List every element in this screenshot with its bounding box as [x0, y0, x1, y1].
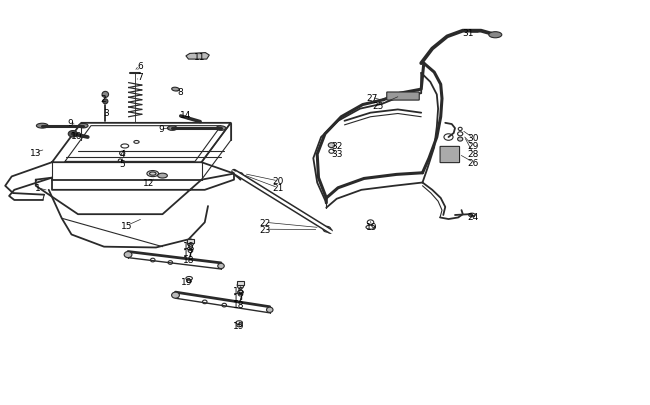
- Text: 3: 3: [103, 109, 109, 118]
- Ellipse shape: [187, 239, 194, 247]
- Text: 29: 29: [467, 142, 479, 151]
- Ellipse shape: [36, 124, 48, 129]
- Ellipse shape: [237, 282, 244, 289]
- Text: 5: 5: [120, 160, 125, 168]
- Ellipse shape: [102, 92, 109, 98]
- Ellipse shape: [147, 171, 159, 177]
- Ellipse shape: [489, 32, 502, 39]
- Text: 9: 9: [159, 125, 164, 134]
- Bar: [187, 239, 194, 243]
- Ellipse shape: [458, 138, 463, 142]
- Ellipse shape: [124, 252, 132, 258]
- Ellipse shape: [78, 124, 88, 129]
- Text: 24: 24: [467, 212, 479, 221]
- Ellipse shape: [326, 229, 330, 232]
- Text: 9: 9: [68, 119, 73, 128]
- Text: 10: 10: [71, 131, 83, 140]
- Text: 8: 8: [178, 87, 183, 96]
- Text: 19: 19: [233, 322, 245, 330]
- Text: 4: 4: [120, 149, 125, 158]
- Text: 27: 27: [366, 94, 378, 102]
- Text: 17: 17: [233, 293, 245, 302]
- Text: 20: 20: [272, 177, 284, 186]
- Text: 17: 17: [183, 249, 194, 258]
- Ellipse shape: [68, 131, 77, 138]
- Ellipse shape: [218, 264, 224, 269]
- Text: 7: 7: [137, 73, 142, 82]
- Text: 26: 26: [467, 158, 479, 167]
- Text: 2: 2: [100, 95, 105, 104]
- FancyBboxPatch shape: [440, 147, 460, 163]
- FancyBboxPatch shape: [387, 93, 419, 101]
- Text: 31: 31: [462, 29, 474, 38]
- Text: 15: 15: [121, 222, 133, 230]
- Bar: [237, 281, 244, 286]
- Text: 13: 13: [30, 148, 42, 157]
- Text: 19: 19: [366, 222, 378, 231]
- Text: 28: 28: [467, 149, 479, 158]
- Text: 11: 11: [194, 53, 205, 62]
- Text: 32: 32: [331, 142, 343, 151]
- Text: 18: 18: [233, 300, 245, 309]
- Text: 25: 25: [372, 102, 384, 111]
- Text: 22: 22: [259, 218, 271, 227]
- Text: 14: 14: [179, 111, 191, 120]
- Text: 33: 33: [331, 149, 343, 158]
- Ellipse shape: [157, 174, 168, 179]
- Text: 12: 12: [142, 179, 154, 188]
- Text: 30: 30: [467, 134, 479, 143]
- Ellipse shape: [216, 126, 226, 131]
- Ellipse shape: [172, 88, 179, 92]
- Ellipse shape: [328, 143, 335, 148]
- Text: 16: 16: [183, 242, 194, 251]
- Text: 23: 23: [259, 225, 271, 234]
- Text: 1: 1: [35, 184, 40, 193]
- Ellipse shape: [103, 100, 108, 104]
- Ellipse shape: [266, 307, 273, 313]
- Text: 6: 6: [137, 62, 142, 71]
- Text: 21: 21: [272, 184, 284, 193]
- Text: 18: 18: [183, 256, 194, 264]
- Text: 19: 19: [181, 277, 193, 286]
- Polygon shape: [186, 53, 209, 60]
- Ellipse shape: [172, 292, 179, 298]
- Text: 16: 16: [233, 286, 245, 295]
- Ellipse shape: [168, 126, 177, 131]
